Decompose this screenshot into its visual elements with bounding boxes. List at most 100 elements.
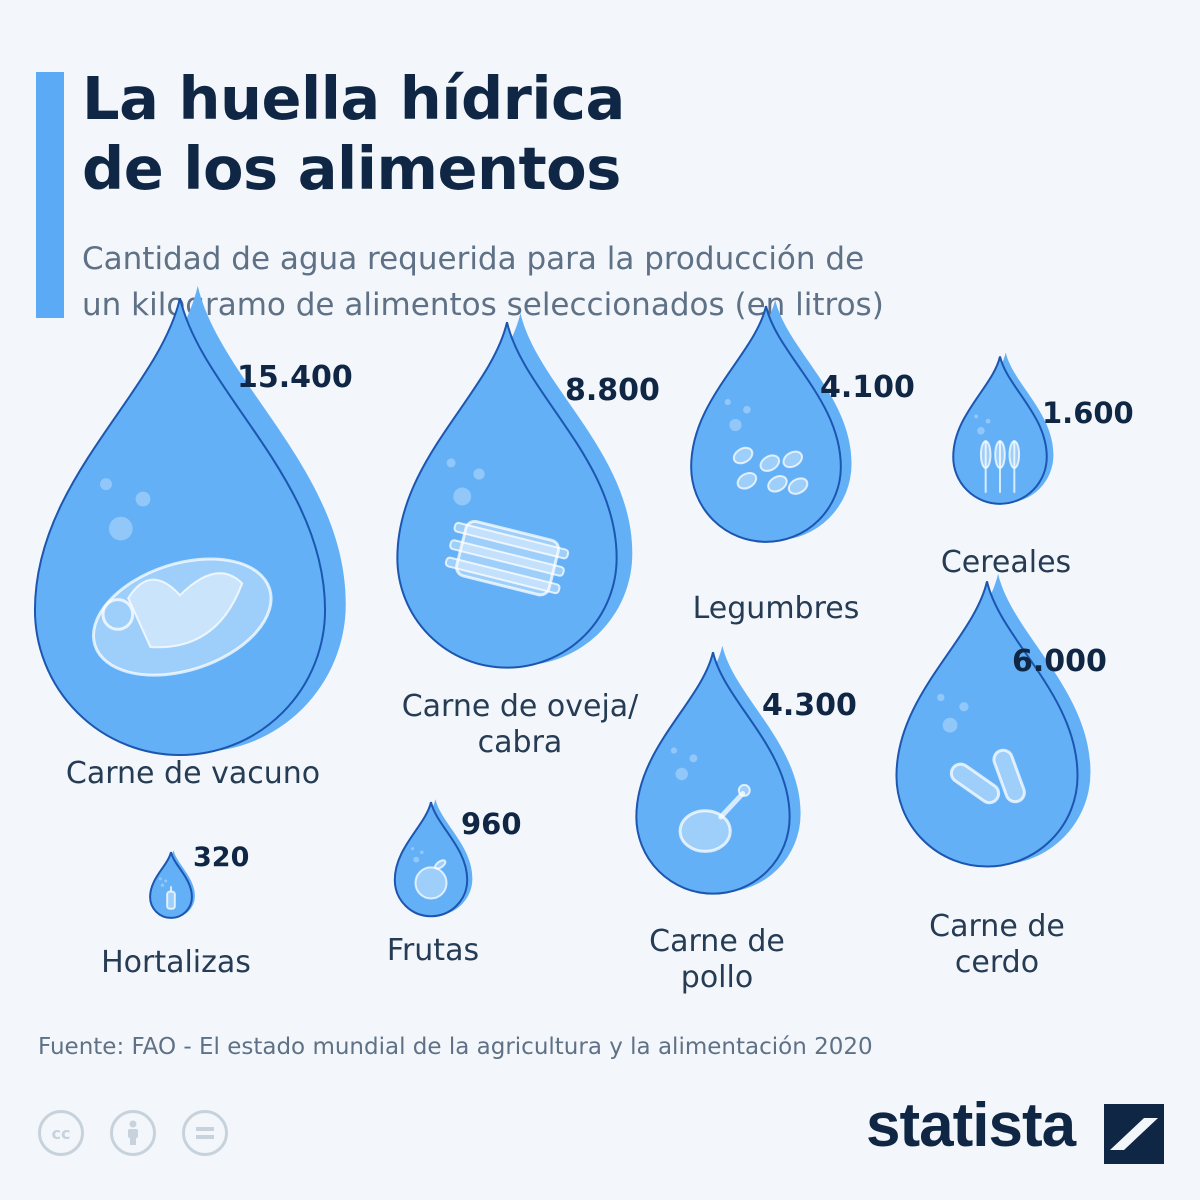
- drop-outline: [393, 801, 469, 918]
- category-label: Carne de pollo: [649, 924, 785, 995]
- drop-beans: [690, 299, 852, 543]
- carrot-body: [166, 890, 176, 910]
- ribs-icon: [444, 519, 570, 597]
- subtitle-line: Cantidad de agua requerida para la produ…: [82, 241, 865, 277]
- category-label-line: Carne de oveja/: [402, 689, 639, 724]
- category-label-line: Cereales: [941, 545, 1071, 580]
- category-label-line: Legumbres: [693, 591, 860, 626]
- fruit-icon: [414, 859, 448, 900]
- cc-icon[interactable]: cc: [38, 1110, 84, 1156]
- bean: [736, 471, 758, 490]
- equals-icon: [196, 1127, 214, 1139]
- value-label: 1.600: [1042, 396, 1134, 430]
- value-label: 15.400: [237, 360, 353, 395]
- drop-wheat: [952, 352, 1054, 505]
- value-label: 320: [193, 842, 249, 873]
- category-label-line: Carne de: [929, 909, 1065, 944]
- wheat-ear: [1008, 440, 1021, 469]
- ribs-body: [455, 519, 561, 597]
- bubble: [100, 478, 112, 491]
- rib-bone: [449, 539, 565, 577]
- chicken-bone: [718, 791, 746, 820]
- chicken-leg-icon: [678, 783, 751, 853]
- drop-carrot: [149, 850, 195, 919]
- attribution-icon[interactable]: [110, 1110, 156, 1156]
- statista-logo-icon: [1104, 1104, 1164, 1164]
- bubble: [158, 877, 162, 881]
- wheat-ear: [979, 440, 992, 469]
- bubble: [977, 426, 985, 435]
- fruit-body: [414, 866, 448, 900]
- title-line: de los alimentos: [82, 134, 621, 203]
- drop-outline: [33, 297, 327, 757]
- drop-outline: [635, 651, 791, 895]
- bubble: [419, 850, 424, 855]
- value-label: 4.100: [820, 370, 915, 405]
- bubble: [743, 405, 751, 414]
- steak-icon: [91, 557, 273, 677]
- chicken-meat: [678, 809, 732, 853]
- bubble: [942, 717, 958, 733]
- drop-steak: [33, 285, 346, 757]
- bubble: [937, 693, 945, 702]
- drop-outline: [690, 305, 842, 543]
- bubble: [411, 847, 415, 851]
- bean: [767, 475, 788, 493]
- chart-title: La huella hídrica de los alimentos: [82, 64, 625, 204]
- steak-bone: [101, 598, 135, 631]
- bubble: [473, 468, 485, 480]
- bubble: [135, 491, 151, 507]
- bean: [732, 446, 754, 465]
- drop-outline: [149, 851, 193, 919]
- bubble: [689, 754, 698, 763]
- bubble: [108, 516, 133, 541]
- drop-outline: [396, 322, 618, 669]
- bean: [782, 450, 803, 469]
- value-label: 8.800: [565, 373, 660, 408]
- sausage: [949, 762, 1001, 805]
- category-label: Frutas: [387, 933, 479, 968]
- bean: [787, 477, 809, 495]
- value-label: 4.300: [762, 688, 857, 723]
- chart-subtitle: Cantidad de agua requerida para la produ…: [82, 236, 884, 328]
- bubble: [959, 702, 969, 712]
- bubble: [729, 418, 742, 432]
- bubble: [453, 487, 472, 506]
- statista-logo[interactable]: statista: [866, 1091, 1076, 1160]
- category-label: Carne de cerdo: [929, 909, 1065, 980]
- bubble: [675, 767, 688, 781]
- category-label-line: cabra: [478, 725, 563, 760]
- steak-meat: [127, 572, 244, 649]
- category-label: Cereales: [941, 545, 1071, 580]
- title-line: La huella hídrica: [82, 64, 625, 133]
- category-label-line: pollo: [681, 960, 753, 995]
- sausage: [992, 748, 1026, 804]
- category-label-line: cerdo: [955, 945, 1039, 980]
- rib-bone: [453, 521, 570, 560]
- category-label-line: Carne de vacuno: [66, 756, 320, 791]
- category-label-line: Hortalizas: [101, 945, 251, 980]
- drop-outline: [952, 356, 1048, 505]
- rib-bone: [444, 556, 561, 595]
- bean: [759, 454, 781, 472]
- bubble: [724, 399, 731, 406]
- wheat-icon: [979, 440, 1021, 493]
- steak-outline: [91, 557, 273, 677]
- title-accent-bar: [36, 72, 64, 318]
- bubble: [160, 883, 165, 887]
- bubble: [164, 879, 168, 883]
- wheat-ear: [994, 440, 1006, 469]
- drop-chicken-leg: [635, 645, 801, 895]
- drop-ribs: [396, 312, 633, 669]
- category-label: Hortalizas: [101, 945, 251, 980]
- category-label: Carne de oveja/cabra: [402, 689, 639, 760]
- drop-outline: [895, 581, 1079, 868]
- drop-sausage: [895, 573, 1091, 868]
- category-label-line: Carne de: [649, 924, 785, 959]
- bubble: [670, 747, 678, 754]
- beans-icon: [732, 446, 809, 495]
- category-label-line: Frutas: [387, 933, 479, 968]
- no-derivatives-icon[interactable]: [182, 1110, 228, 1156]
- value-label: 960: [461, 807, 522, 841]
